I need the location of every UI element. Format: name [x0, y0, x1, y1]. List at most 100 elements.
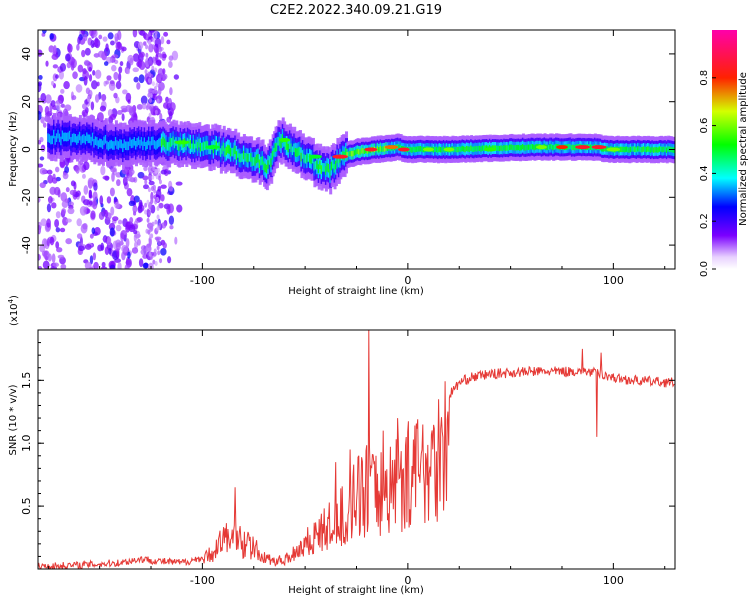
spectrogram-noise-cell [125, 104, 132, 113]
spectrogram-noise-cell [139, 51, 145, 58]
spectrogram-noise-cell [38, 49, 41, 54]
spectrogram-noise-cell [109, 113, 117, 121]
spectrogram-noise-cell [154, 197, 158, 203]
spectrogram-noise-cell [45, 60, 49, 67]
spectrogram-noise-cell [39, 244, 46, 253]
spectrogram-noise-cell [132, 204, 138, 214]
spectrogram-noise-cell [106, 236, 112, 246]
snr-y-tick-label: 1.5 [20, 372, 33, 390]
spectrogram-noise-cell [154, 30, 158, 36]
spectrogram-noise-cell [121, 113, 125, 121]
spectrogram-noise-cell [166, 39, 171, 45]
spectrogram-noise-cell [117, 219, 123, 225]
x-tick-label: 100 [603, 574, 624, 587]
spectrogram-noise-cell [51, 177, 58, 184]
spectrogram-noise-cell [116, 110, 123, 115]
spectrogram-noise-cell [158, 44, 162, 50]
spectrogram-peak-cell [556, 145, 568, 150]
spectrogram-noise-cell [110, 206, 115, 216]
spectrogram-noise-cell [144, 209, 148, 215]
spectrogram-noise-cell [153, 85, 157, 91]
spectrogram-noise-cell [150, 198, 154, 204]
spectrogram-peak-cell [364, 147, 378, 152]
spectrogram-noise-cell [142, 175, 149, 181]
spectrogram-noise-cell [54, 219, 60, 228]
snr-series-line [38, 330, 675, 569]
spectrogram-noise-cell [109, 264, 116, 269]
spectrogram-noise-cell [106, 196, 112, 204]
spectrogram-noise-cell [83, 76, 88, 86]
snr-y-label: SNR (10 * v/v) [8, 384, 19, 455]
spectrogram-noise-cell [94, 69, 102, 79]
y-tick-label: 20 [20, 95, 33, 109]
y-tick-label: 0 [20, 146, 33, 153]
spectrogram-noise-cell [55, 241, 60, 249]
spectrogram-noise-cell [146, 199, 150, 205]
spectrogram-noise-cell [155, 82, 159, 88]
spectrogram-noise-cell [128, 168, 135, 176]
spectrogram-peak-cell [483, 147, 497, 152]
spectrogram-peak-cell [606, 147, 621, 152]
spectrogram-noise-cell [107, 32, 114, 40]
spectrogram-noise-cell [151, 174, 155, 180]
spectrogram-noise-cell [110, 40, 115, 46]
spectrogram-noise-cell [163, 31, 169, 37]
spectrogram-noise-cell [70, 61, 75, 71]
spectrogram-noise-cell [51, 202, 57, 209]
spectrogram-noise-cell [113, 92, 118, 99]
spectrogram-noise-cell [154, 260, 158, 266]
spectrogram-noise-cell [138, 199, 143, 209]
spectrogram-noise-cell [121, 251, 126, 261]
spectrogram-noise-cell [38, 75, 43, 80]
spectrogram-noise-cell [99, 195, 104, 206]
spectrogram-noise-cell [57, 254, 65, 259]
spectrogram-noise-cell [109, 227, 115, 237]
spectrogram-noise-cell [155, 59, 162, 66]
spectrogram-noise-cell [168, 185, 174, 192]
spectrogram-noise-cell [125, 260, 131, 266]
spectrogram-noise-cell [38, 225, 42, 235]
spectrogram-noise-cell [39, 182, 46, 189]
spectrogram-noise-cell [65, 238, 73, 245]
spectrogram-noise-cell [69, 189, 76, 196]
spectrogram-noise-cell [161, 222, 167, 229]
spectrogram-noise-cell [158, 202, 164, 209]
spectrogram-noise-cell [147, 71, 151, 77]
spectrogram-noise-cell [59, 160, 66, 169]
spectrogram-noise-cell [76, 233, 83, 239]
spectrogram-noise-cell [91, 80, 98, 90]
spectrogram-noise-cell [92, 252, 97, 261]
colorbar-tick-label: 0.6 [699, 118, 710, 134]
spectrogram-noise-cell [38, 266, 43, 269]
spectrogram-noise-cell [158, 222, 162, 228]
spectrogram-noise-cell [92, 191, 98, 201]
spectrogram-noise-cell [140, 95, 148, 105]
spectrogram-noise-cell [162, 73, 168, 80]
spectrogram-noise-cell [149, 92, 153, 98]
spectrogram-noise-cell [115, 224, 122, 232]
spectrogram-ticks: -100 0 100 -40 -20 0 20 40 [20, 30, 675, 287]
spectrogram-noise-cell [46, 203, 52, 213]
spectrogram-noise-cell [38, 81, 43, 87]
spectrogram-noise-cell [159, 73, 163, 79]
spectrogram-noise-cell [147, 187, 151, 193]
spectrogram-noise-cell [55, 227, 61, 233]
spectrogram-noise-cell [149, 105, 153, 111]
spectrogram-noise-cell [160, 248, 167, 256]
spectrogram-noise-cell [148, 30, 156, 33]
spectrogram-noise-cell [89, 233, 94, 239]
spectrogram-noise-cell [39, 167, 47, 175]
spectrogram-noise-cell [160, 194, 165, 202]
spectrogram-noise-cell [145, 52, 149, 58]
spectrogram-peak-cell [443, 147, 455, 152]
spectrogram-noise-cell [46, 218, 51, 228]
spectrogram-noise-cell [61, 200, 69, 209]
spectrogram-noise-cell [120, 229, 128, 240]
spectrogram-noise-cell [81, 109, 88, 117]
spectrogram-noise-cell [157, 86, 162, 96]
spectrogram-noise-cell [82, 70, 90, 80]
spectrogram-noise-cell [174, 236, 178, 245]
spectrogram-noise-cell [175, 181, 183, 186]
spectrogram-noise-cell [145, 44, 149, 50]
spectrogram-noise-cell [84, 47, 91, 56]
